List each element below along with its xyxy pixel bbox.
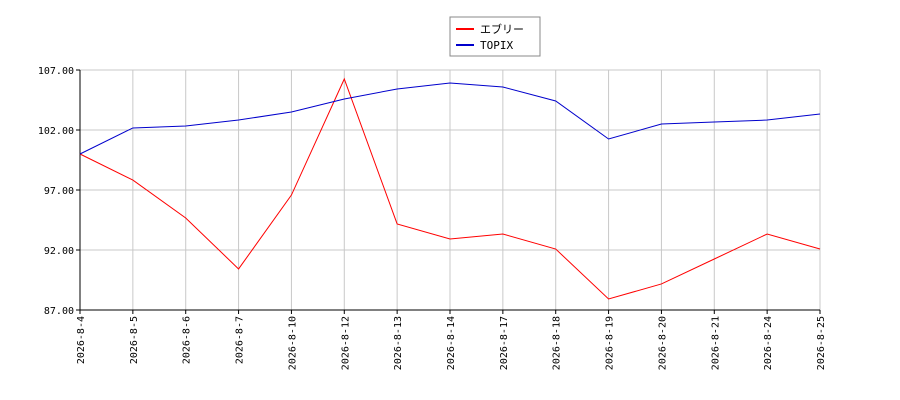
x-tick-label: 2026-8-24 — [763, 316, 774, 370]
legend-box — [449, 16, 541, 57]
x-tick-label: 2026-8-5 — [129, 316, 140, 364]
x-tick-label: 2026-8-4 — [76, 316, 87, 364]
y-tick-label: 107.00 — [38, 66, 74, 77]
x-tick-label: 2026-8-6 — [182, 316, 193, 364]
x-tick-label: 2026-8-18 — [552, 316, 563, 370]
legend-label: TOPIX — [480, 39, 513, 52]
x-tick-label: 2026-8-13 — [393, 316, 404, 370]
x-tick-label: 2026-8-20 — [657, 316, 668, 370]
x-tick-label: 2026-8-10 — [287, 316, 298, 370]
x-tick-label: 2026-8-25 — [816, 316, 827, 370]
x-tick-label: 2026-8-12 — [340, 316, 351, 370]
series-line — [79, 77, 821, 300]
x-tick-label: 2026-8-21 — [710, 316, 721, 370]
y-tick-label: 87.00 — [44, 306, 74, 317]
y-tick-label: 102.00 — [38, 126, 74, 137]
x-tick-label: 2026-8-7 — [235, 316, 246, 364]
y-tick-label: 92.00 — [44, 246, 74, 257]
series-line — [79, 82, 821, 155]
legend-label: エブリー — [480, 22, 524, 36]
y-tick-label: 97.00 — [44, 186, 74, 197]
x-tick-label: 2026-8-14 — [446, 316, 457, 370]
x-tick-label: 2026-8-19 — [605, 316, 616, 370]
x-tick-label: 2026-8-17 — [499, 316, 510, 370]
